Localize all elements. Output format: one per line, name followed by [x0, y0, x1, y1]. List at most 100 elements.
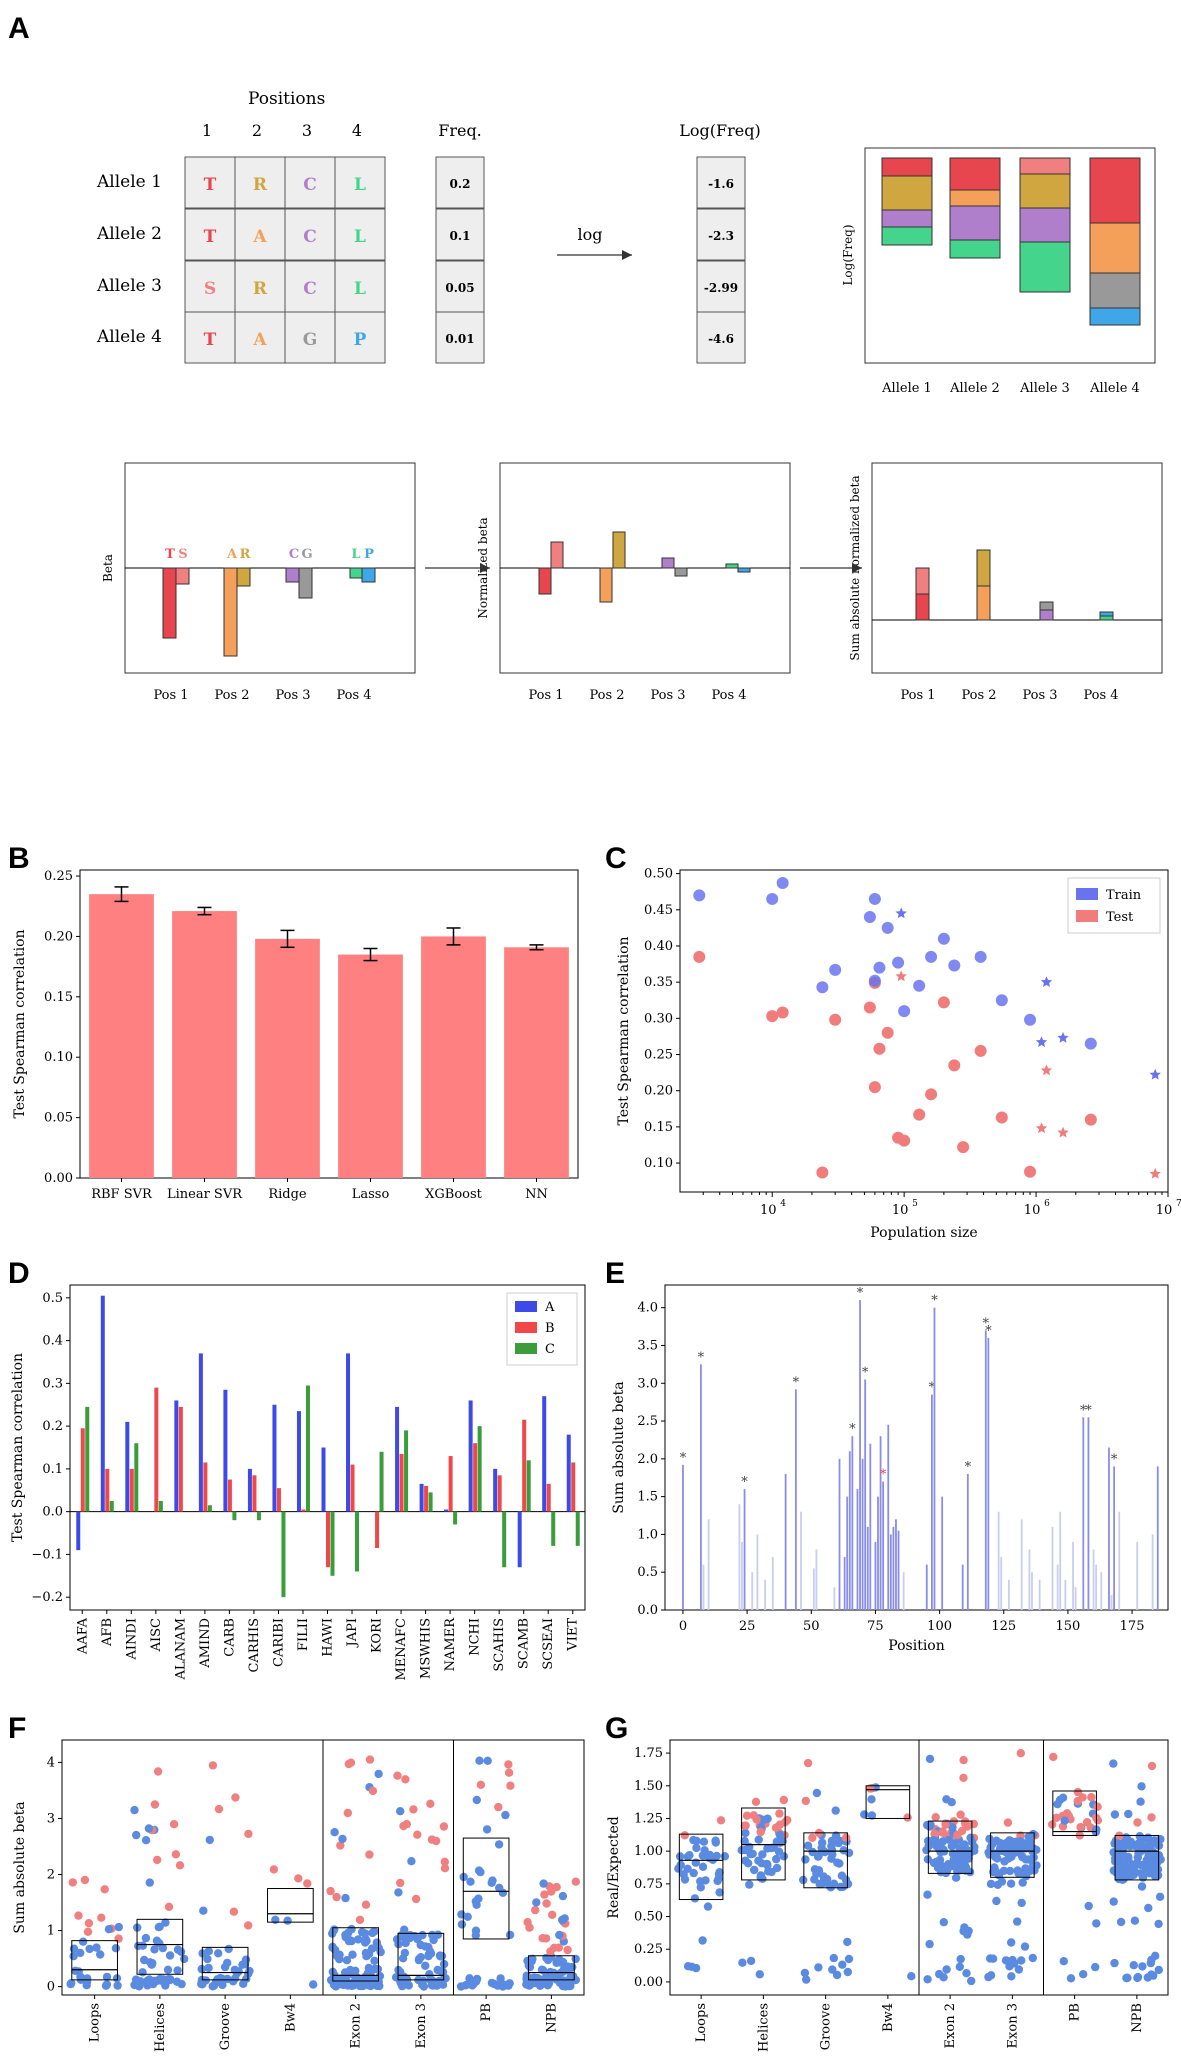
G-point: [1007, 1938, 1016, 1947]
e-bar: [741, 1541, 743, 1610]
F-point: [80, 1875, 90, 1885]
F-point: [373, 1964, 383, 1974]
e-bar: [812, 1568, 815, 1610]
G-point: [844, 1848, 854, 1858]
stack-segment: [1089, 272, 1141, 309]
F-point: [405, 1933, 414, 1943]
G-point: [843, 1879, 853, 1889]
F-point: [104, 1925, 114, 1934]
F-point: [349, 1967, 358, 1976]
F-point: [161, 1918, 170, 1927]
c-ytick-label: 0.15: [644, 1120, 673, 1135]
sum-segment: [915, 567, 930, 595]
G-point: [1055, 1795, 1065, 1805]
norm-bar: [538, 567, 552, 595]
F-point: [199, 1906, 208, 1915]
stack-segment: [1019, 173, 1071, 209]
G-point: [923, 1890, 932, 1899]
stack-xlabel: Allele 4: [1089, 381, 1140, 396]
e-bar: [751, 1572, 754, 1610]
G-point: [1143, 1866, 1153, 1875]
stack-xlabel: Allele 2: [949, 381, 1000, 396]
norm-bar: [725, 563, 739, 569]
pos-label: Pos 1: [528, 688, 563, 703]
pos-label: Pos 3: [650, 688, 685, 703]
G-point: [802, 1975, 811, 1984]
G-point: [771, 1823, 781, 1832]
F-point: [362, 1952, 371, 1961]
F-point: [341, 1930, 350, 1940]
allele-letter: A: [252, 227, 267, 247]
d-ytick-label: 0.0: [42, 1505, 63, 1520]
G-point: [956, 1810, 965, 1819]
e-bar: [1108, 1447, 1110, 1610]
d-bar: [448, 1456, 453, 1512]
c-test-star: [895, 970, 907, 982]
F-point: [97, 1913, 106, 1922]
G-point: [696, 1883, 705, 1892]
d-xtick-label: VIET: [566, 1618, 581, 1652]
d-xtick-label: AINDI: [124, 1618, 139, 1660]
F-point: [416, 1940, 425, 1950]
e-sig-star: *: [698, 1350, 705, 1365]
e-sig-star: *: [862, 1365, 869, 1380]
allele-cell: [284, 156, 336, 209]
e-bar: [1028, 1549, 1031, 1610]
F-point: [361, 1972, 371, 1981]
e-bar: [1056, 1564, 1059, 1610]
d-bar: [551, 1511, 556, 1546]
c-test-point: [1084, 1113, 1097, 1126]
G-point: [1126, 1837, 1136, 1847]
freq-value: 0.1: [450, 229, 471, 243]
d-bar: [428, 1492, 433, 1512]
d-ylabel: Test Spearman correlation: [10, 1353, 26, 1542]
e-bar: [700, 1364, 702, 1610]
d-xtick-label: SCSEAI: [541, 1618, 556, 1670]
e-bar: [1051, 1526, 1054, 1610]
G-point: [698, 1862, 708, 1872]
F-point: [558, 1891, 568, 1901]
F-point: [269, 1865, 279, 1874]
c-xtick-label: 10: [760, 1203, 777, 1218]
F-point: [84, 1919, 94, 1928]
beta-letter: A: [226, 547, 238, 562]
G-box: [865, 1785, 911, 1819]
F-point: [427, 1835, 437, 1844]
c-train-point: [868, 974, 881, 987]
G-point: [962, 1863, 971, 1872]
beta-bar: [175, 567, 190, 585]
allele-letter: T: [204, 227, 217, 247]
F-point: [505, 1930, 515, 1940]
G-point: [752, 1815, 761, 1824]
F-point: [355, 1915, 365, 1925]
G-point: [772, 1863, 782, 1873]
stack-segment: [881, 209, 933, 228]
G-point: [829, 1953, 838, 1963]
allele-cell: [234, 208, 286, 261]
G-point: [751, 1797, 761, 1807]
F-point: [92, 1943, 101, 1952]
F-point: [396, 1878, 405, 1888]
F-point: [540, 1890, 549, 1899]
G-point: [703, 1902, 713, 1911]
allele-cell: [184, 156, 236, 209]
e-xtick-label: 0: [679, 1619, 687, 1634]
beta-bar: [349, 567, 364, 579]
G-ytick-label: 0.25: [634, 1942, 663, 1957]
G-point: [819, 1872, 828, 1881]
e-bar: [756, 1534, 759, 1610]
G-point: [740, 1836, 749, 1846]
F-point: [393, 1771, 402, 1780]
F-point: [332, 1892, 341, 1902]
beta-letter: C: [289, 547, 299, 562]
G-point: [1138, 1834, 1148, 1844]
G-ylabel: Real/Expected: [606, 1816, 622, 1918]
G-point: [1076, 1823, 1085, 1832]
c-test-star: [1035, 1122, 1048, 1134]
G-point: [959, 1926, 968, 1936]
logfreq-value: -2.99: [704, 281, 738, 295]
log-label: log: [578, 225, 603, 244]
c-legend-label: Train: [1106, 888, 1142, 903]
G-point: [801, 1796, 810, 1806]
G-xtick-label: Helices: [756, 2003, 771, 2052]
